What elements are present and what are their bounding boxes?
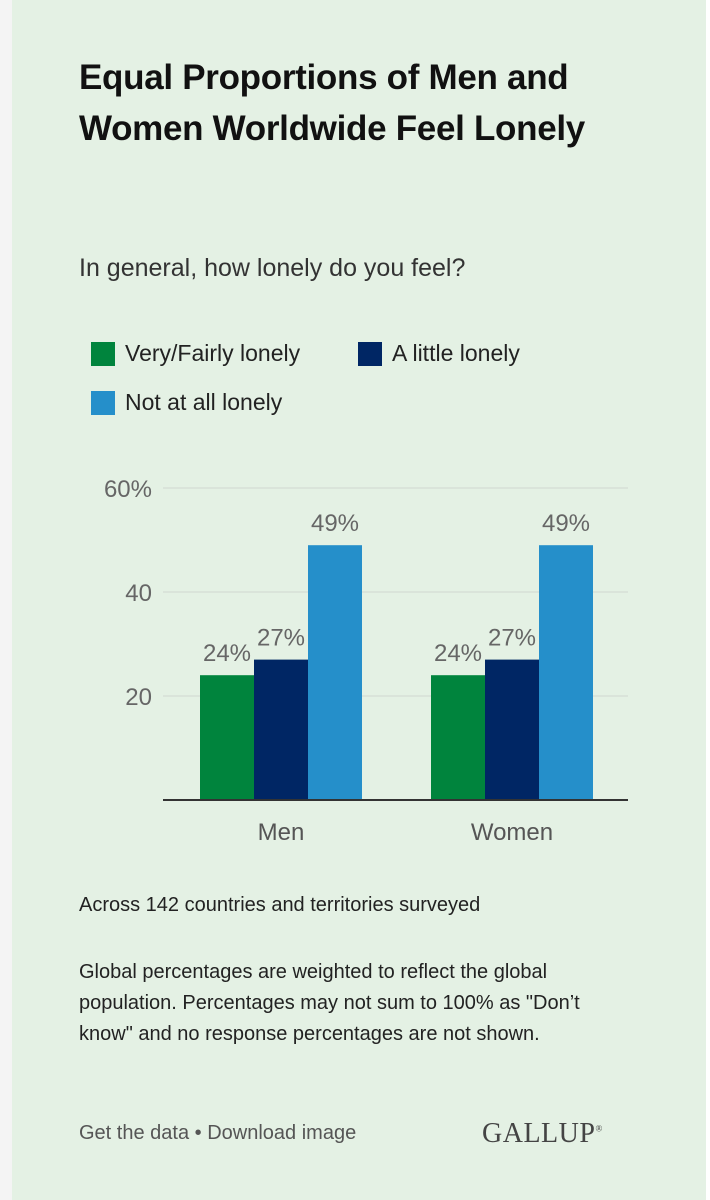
legend-swatch — [358, 341, 382, 366]
legend-label: Not at all lonely — [125, 389, 283, 415]
data-label: 27% — [488, 625, 536, 652]
chart-subtitle: In general, how lonely do you feel? — [79, 254, 466, 282]
survey-footnote: Across 142 countries and territories sur… — [79, 894, 481, 916]
download-image-link[interactable]: Download image — [207, 1122, 357, 1144]
bar — [200, 675, 254, 800]
y-tick-label: 40 — [125, 580, 152, 607]
legend-swatch — [91, 390, 115, 415]
legend-item-very-fairly-lonely: Very/Fairly lonely — [91, 340, 300, 367]
legend-label: Very/Fairly lonely — [125, 340, 301, 366]
link-separator: • — [194, 1122, 202, 1144]
chart-title: Equal Proportions of Men and Women World… — [79, 58, 585, 148]
legend-item-a-little-lonely: A little lonely — [358, 340, 520, 367]
methodology-note: Global percentages are weighted to refle… — [79, 961, 580, 1045]
bar — [431, 675, 485, 800]
gallup-logo: GALLUP® — [482, 1118, 603, 1150]
bar — [254, 659, 308, 800]
get-data-link[interactable]: Get the data — [79, 1122, 190, 1144]
bar — [539, 545, 593, 800]
bar — [485, 659, 539, 800]
footer-links: Get the data • Download image — [79, 1122, 356, 1145]
y-tick-label: 20 — [125, 684, 152, 711]
bar — [308, 545, 362, 800]
page-edge — [0, 0, 12, 1200]
data-label: 27% — [257, 625, 305, 652]
registered-mark: ® — [595, 1123, 603, 1134]
data-label: 24% — [203, 640, 251, 667]
y-tick-label: 60% — [104, 476, 152, 503]
data-label: 49% — [542, 510, 590, 537]
x-tick-label: Men — [258, 819, 305, 846]
brand-name: GALLUP — [482, 1118, 596, 1149]
legend-swatch — [91, 341, 115, 366]
legend-label: A little lonely — [392, 340, 520, 366]
x-tick-label: Women — [471, 819, 553, 846]
legend-item-not-at-all-lonely: Not at all lonely — [91, 389, 282, 416]
data-label: 49% — [311, 510, 359, 537]
data-label: 24% — [434, 640, 482, 667]
